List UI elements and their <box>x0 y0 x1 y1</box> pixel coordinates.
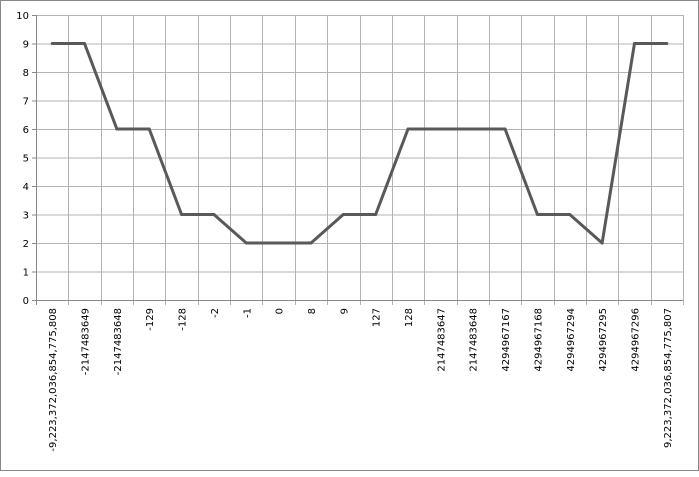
y-tick-label: 2 <box>23 239 29 250</box>
x-tick-label: 0 <box>275 308 286 314</box>
x-tick-label: 127 <box>372 308 383 327</box>
y-tick-label: 8 <box>23 68 29 79</box>
data-point <box>147 127 151 131</box>
x-tick-label: 4294967295 <box>598 308 609 372</box>
x-tick-label: 2147483648 <box>469 308 480 372</box>
x-tick-label: -2147483649 <box>81 308 92 375</box>
data-point <box>503 127 507 131</box>
y-tick-label: 6 <box>23 125 29 136</box>
data-point <box>535 213 539 216</box>
data-point <box>374 213 378 216</box>
x-tick-label: 128 <box>404 308 415 327</box>
y-tick-label: 9 <box>23 40 29 51</box>
data-point <box>341 213 345 216</box>
data-point <box>600 241 604 245</box>
data-point <box>115 127 119 131</box>
data-point <box>665 42 669 45</box>
y-tick-label: 7 <box>23 97 29 108</box>
x-tick-label: 9 <box>339 308 350 314</box>
x-tick-label: 2147483647 <box>436 308 447 372</box>
x-tick-label: -2 <box>210 308 221 318</box>
y-tick-label: 10 <box>16 11 29 22</box>
data-point <box>438 127 442 131</box>
y-tick-label: 5 <box>23 154 29 165</box>
x-tick-label: 4294967168 <box>533 308 544 372</box>
x-tick-label: 4294967167 <box>501 308 512 372</box>
y-tick-label: 1 <box>23 268 29 279</box>
x-tick-label: 8 <box>307 308 318 314</box>
y-tick-label: 4 <box>23 182 29 193</box>
data-point <box>244 241 248 245</box>
data-point <box>406 127 410 131</box>
x-tick-label: -128 <box>178 308 189 331</box>
x-tick-label: -129 <box>145 308 156 331</box>
x-tick-label: 4294967294 <box>566 308 577 372</box>
data-point <box>212 213 216 216</box>
data-point <box>50 42 54 45</box>
data-point <box>309 241 313 245</box>
y-tick-label: 0 <box>23 296 29 307</box>
x-tick-label: -1 <box>242 308 253 318</box>
data-point <box>632 42 636 45</box>
series-line <box>52 42 667 245</box>
data-point <box>568 213 572 216</box>
x-tick-label: -2147483648 <box>113 308 124 375</box>
data-point <box>180 213 184 216</box>
data-point <box>277 241 281 245</box>
y-tick-label: 3 <box>23 211 29 222</box>
x-tick-label: 4294967296 <box>630 308 641 372</box>
x-tick-label: 9,223,372,036,854,775,807 <box>663 308 674 448</box>
data-point <box>471 127 475 131</box>
data-point <box>83 42 87 45</box>
x-tick-label: -9,223,372,036,854,775,808 <box>48 308 59 452</box>
